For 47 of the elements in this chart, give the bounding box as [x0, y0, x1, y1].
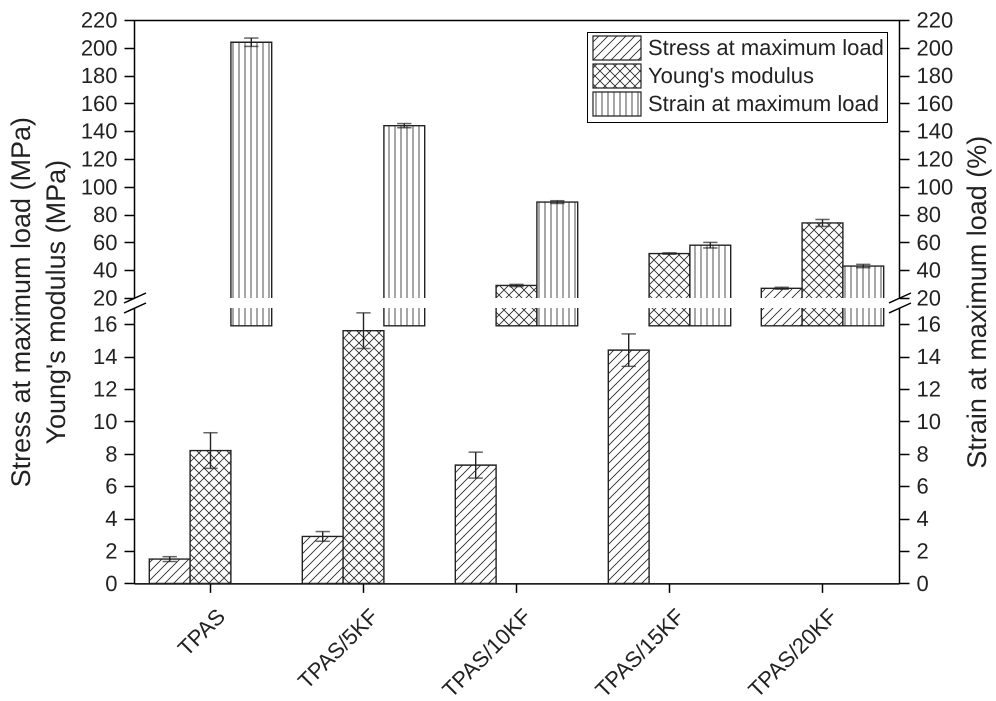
y2-tick-label: 0	[916, 570, 929, 596]
y-tick-label: 2	[105, 538, 118, 564]
y-tick-label: 12	[93, 376, 118, 402]
y-tick-label: 4	[105, 506, 118, 532]
y2-tick-label: 140	[916, 118, 954, 144]
y-tick-label: 140	[80, 118, 118, 144]
legend-label: Strain at maximum load	[648, 91, 879, 116]
y-tick-label: 160	[80, 90, 118, 116]
legend-label: Young's modulus	[648, 63, 814, 88]
y-tick-label: 16	[93, 312, 118, 337]
y2-tick-label: 120	[916, 146, 954, 172]
y-tick-label: 6	[105, 474, 118, 499]
bar	[230, 42, 272, 326]
y2-tick-label: 160	[916, 90, 954, 116]
bar	[383, 124, 426, 326]
y-tick-label: 200	[80, 35, 118, 60]
y2-tick-label: 2	[916, 538, 929, 564]
y2-tick-label: 200	[916, 35, 954, 60]
legend-label: Stress at maximum load	[648, 35, 884, 60]
y2-tick-label: 16	[916, 312, 941, 337]
y-tick-label: 40	[93, 258, 118, 283]
y2-tick-label: 220	[916, 8, 954, 32]
y2-tick-label: 180	[916, 63, 954, 88]
y-axis-title: Stress at maximum load (MPa) Young's modulus (MPa)	[6, 117, 71, 488]
y2-tick-label: 10	[916, 408, 941, 434]
y-tick-label: 20	[93, 285, 118, 310]
y-tick-label: 80	[93, 202, 118, 228]
y2-tick-label: 40	[916, 258, 941, 283]
y2-tick-label: 80	[916, 202, 941, 228]
y2-tick-label: 14	[916, 344, 941, 370]
y-tick-label: 10	[93, 408, 118, 434]
y2-tick-label: 20	[916, 285, 941, 310]
y2-axis-title: Strain at maximum load (%)	[962, 136, 992, 469]
y2-tick-label: 100	[916, 174, 954, 200]
y-tick-label: 14	[93, 344, 118, 370]
y-tick-label: 8	[105, 441, 118, 466]
y-tick-label: 60	[93, 230, 118, 255]
y-tick-label: 220	[80, 8, 118, 32]
y2-tick-label: 12	[916, 376, 941, 402]
y-tick-label: 0	[105, 570, 118, 596]
y2-tick-label: 8	[916, 441, 929, 466]
y-tick-label: 100	[80, 174, 118, 200]
y2-tick-label: 4	[916, 506, 929, 532]
y-tick-label: 180	[80, 63, 118, 88]
y-tick-label: 120	[80, 146, 118, 172]
y2-tick-label: 60	[916, 230, 941, 255]
y2-tick-label: 6	[916, 474, 929, 499]
